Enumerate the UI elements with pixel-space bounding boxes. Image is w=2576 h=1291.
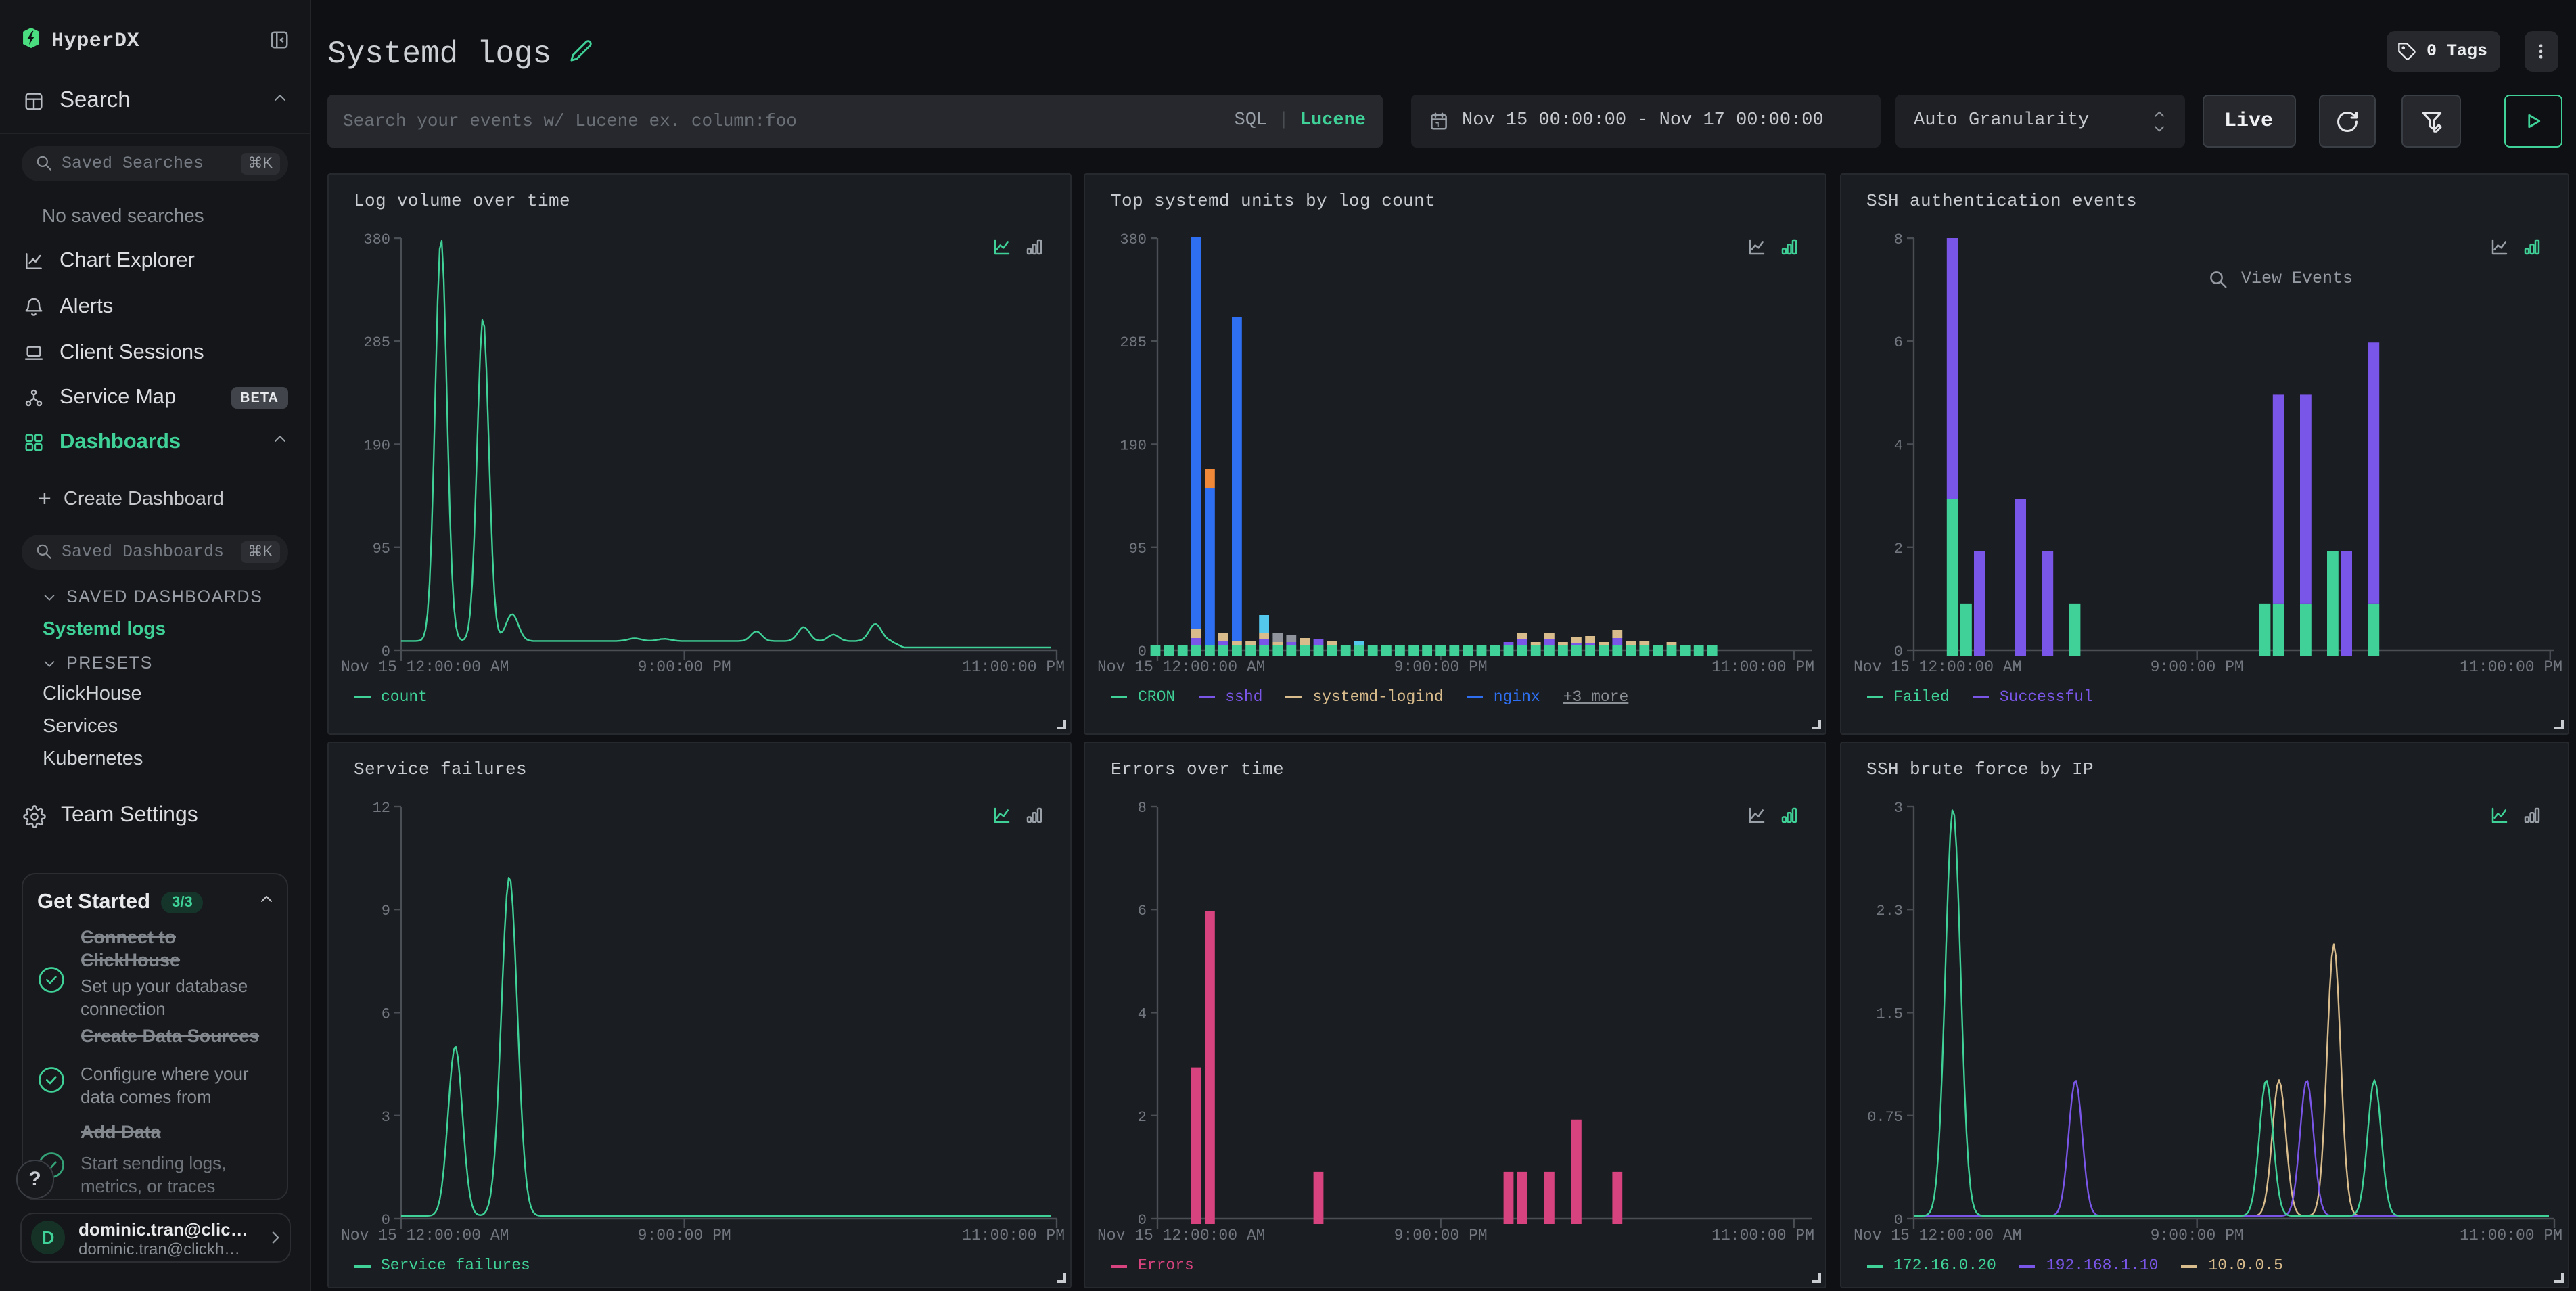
svg-text:9:00:00 PM: 9:00:00 PM [637,658,731,675]
svg-text:4: 4 [1138,1005,1147,1022]
svg-text:0: 0 [1893,643,1902,660]
svg-text:0: 0 [1893,1212,1902,1229]
svg-text:Nov 15 12:00:00 AM: Nov 15 12:00:00 AM [340,1227,508,1244]
svg-text:Nov 15 12:00:00 AM: Nov 15 12:00:00 AM [1097,1227,1265,1244]
svg-text:9: 9 [381,903,390,920]
svg-text:8: 8 [1138,800,1147,817]
svg-text:0: 0 [1138,643,1147,660]
svg-text:9:00:00 PM: 9:00:00 PM [2150,1227,2243,1244]
svg-text:3: 3 [1893,800,1902,817]
svg-text:0: 0 [381,643,390,660]
svg-text:11:00:00 PM: 11:00:00 PM [961,658,1064,675]
svg-text:4: 4 [1893,436,1902,453]
svg-text:285: 285 [1120,334,1147,350]
svg-text:9:00:00 PM: 9:00:00 PM [1394,658,1488,675]
svg-text:11:00:00 PM: 11:00:00 PM [2459,1227,2562,1244]
svg-text:3: 3 [381,1109,390,1126]
svg-text:11:00:00 PM: 11:00:00 PM [2459,658,2562,675]
svg-text:9:00:00 PM: 9:00:00 PM [2150,658,2243,675]
svg-text:380: 380 [363,231,390,248]
svg-text:Nov 15 12:00:00 AM: Nov 15 12:00:00 AM [1853,1227,2021,1244]
svg-text:2: 2 [1138,1109,1147,1126]
svg-text:Nov 15 12:00:00 AM: Nov 15 12:00:00 AM [340,658,508,675]
svg-text:Nov 15 12:00:00 AM: Nov 15 12:00:00 AM [1097,658,1265,675]
svg-text:95: 95 [1129,540,1147,557]
svg-text:285: 285 [363,334,390,350]
svg-text:11:00:00 PM: 11:00:00 PM [961,1227,1064,1244]
svg-text:Nov 15 12:00:00 AM: Nov 15 12:00:00 AM [1853,658,2021,675]
svg-text:6: 6 [1893,334,1902,350]
svg-text:190: 190 [1120,436,1147,453]
svg-text:1.5: 1.5 [1875,1005,1902,1022]
svg-text:12: 12 [372,800,390,817]
svg-text:8: 8 [1893,231,1902,248]
svg-text:6: 6 [381,1005,390,1022]
svg-text:190: 190 [363,436,390,453]
svg-text:2.3: 2.3 [1875,903,1902,920]
svg-text:380: 380 [1120,231,1147,248]
svg-text:0: 0 [1138,1212,1147,1229]
svg-text:6: 6 [1138,903,1147,920]
svg-text:9:00:00 PM: 9:00:00 PM [637,1227,731,1244]
svg-text:95: 95 [372,540,390,557]
svg-text:0.75: 0.75 [1866,1109,1902,1126]
svg-text:11:00:00 PM: 11:00:00 PM [1711,1227,1814,1244]
svg-text:11:00:00 PM: 11:00:00 PM [1711,658,1814,675]
svg-text:9:00:00 PM: 9:00:00 PM [1394,1227,1488,1244]
svg-text:0: 0 [381,1212,390,1229]
svg-text:2: 2 [1893,540,1902,557]
